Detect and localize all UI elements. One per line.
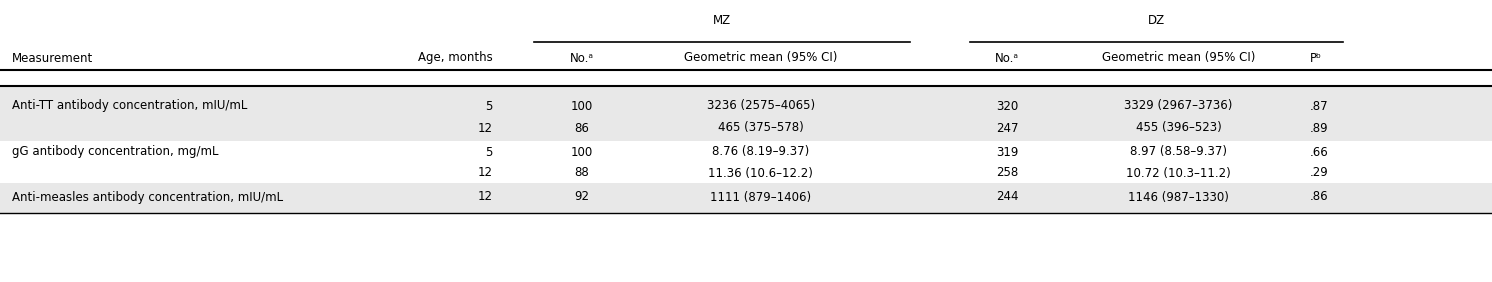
Bar [0,183,1492,213]
Text: 11.36 (10.6–12.2): 11.36 (10.6–12.2) [709,166,813,180]
Text: .87: .87 [1310,100,1328,113]
Text: 8.97 (8.58–9.37): 8.97 (8.58–9.37) [1129,146,1228,158]
Text: Anti-TT antibody concentration, mIU/mL: Anti-TT antibody concentration, mIU/mL [12,100,248,113]
Text: 247: 247 [995,122,1019,135]
Text: 5: 5 [485,100,492,113]
Text: Anti-measles antibody concentration, mIU/mL: Anti-measles antibody concentration, mIU… [12,191,283,204]
Text: 86: 86 [574,122,589,135]
Bar [0,87,1492,141]
Text: 319: 319 [997,146,1018,158]
Text: Geometric mean (95% CI): Geometric mean (95% CI) [685,52,837,65]
Text: 12: 12 [477,122,492,135]
Text: .29: .29 [1310,166,1329,180]
Text: 1146 (987–1330): 1146 (987–1330) [1128,191,1229,204]
Text: 88: 88 [574,166,589,180]
Text: DZ: DZ [1147,14,1165,27]
Text: 92: 92 [574,191,589,204]
Text: 12: 12 [477,191,492,204]
Text: Geometric mean (95% CI): Geometric mean (95% CI) [1103,52,1255,65]
Text: .89: .89 [1310,122,1328,135]
Text: Age, months: Age, months [418,52,492,65]
Text: 12: 12 [477,166,492,180]
Text: 455 (396–523): 455 (396–523) [1135,122,1222,135]
Text: 244: 244 [995,191,1019,204]
Text: 3329 (2967–3736): 3329 (2967–3736) [1125,100,1232,113]
Text: Pᵇ: Pᵇ [1310,52,1322,65]
Text: .66: .66 [1310,146,1329,158]
Text: 465 (375–578): 465 (375–578) [718,122,804,135]
Text: 3236 (2575–4065): 3236 (2575–4065) [707,100,815,113]
Text: 10.72 (10.3–11.2): 10.72 (10.3–11.2) [1126,166,1231,180]
Text: 100: 100 [571,146,592,158]
Text: MZ: MZ [713,14,731,27]
Text: Measurement: Measurement [12,52,93,65]
Text: 258: 258 [997,166,1018,180]
Text: 1111 (879–1406): 1111 (879–1406) [710,191,812,204]
Text: 5: 5 [485,146,492,158]
Text: .86: .86 [1310,191,1328,204]
Text: gG antibody concentration, mg/mL: gG antibody concentration, mg/mL [12,146,218,158]
Text: 320: 320 [997,100,1018,113]
Text: 100: 100 [571,100,592,113]
Text: No.ᵃ: No.ᵃ [995,52,1019,65]
Text: 8.76 (8.19–9.37): 8.76 (8.19–9.37) [712,146,810,158]
Text: No.ᵃ: No.ᵃ [570,52,594,65]
